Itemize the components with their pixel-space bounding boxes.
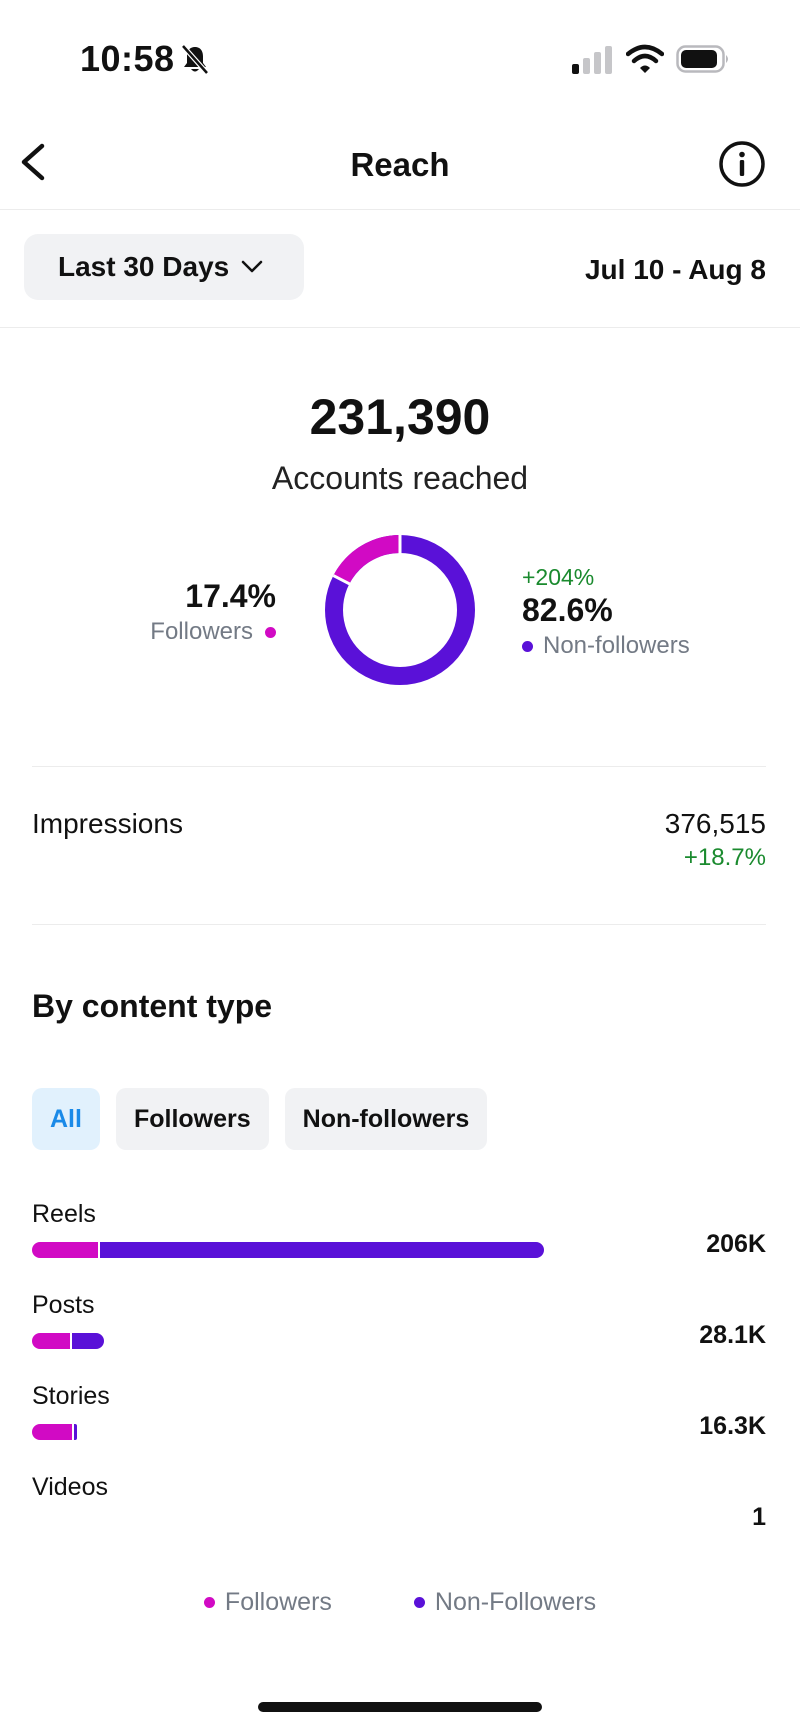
impressions-change: +18.7% bbox=[683, 844, 766, 871]
content-row-label: Stories bbox=[32, 1382, 110, 1410]
bar-segment-gap bbox=[98, 1242, 101, 1258]
home-indicator[interactable] bbox=[258, 1702, 542, 1712]
content-row-posts: Posts 28.1K bbox=[32, 1291, 766, 1371]
divider bbox=[32, 924, 766, 925]
non-followers-dot-icon bbox=[522, 640, 533, 652]
bar-followers-segment bbox=[32, 1333, 71, 1349]
filter-chip-followers[interactable]: Followers bbox=[115, 1088, 269, 1150]
content-row-stories: Stories 16.3K bbox=[32, 1382, 766, 1462]
bar-non-followers-segment bbox=[73, 1424, 77, 1440]
filter-chip-all[interactable]: All bbox=[32, 1088, 100, 1150]
non-followers-dot-icon bbox=[413, 1597, 425, 1608]
battery-icon bbox=[676, 45, 728, 73]
non-followers-label: Non-followers bbox=[522, 632, 690, 660]
legend-item-followers: Followers bbox=[203, 1588, 332, 1617]
content-type-filters: All Followers Non-followers bbox=[32, 1088, 488, 1150]
followers-donut-chart bbox=[325, 535, 475, 685]
chevron-down-icon bbox=[241, 260, 263, 273]
followers-dot-icon bbox=[203, 1597, 215, 1608]
followers-percentage: 17.4% bbox=[185, 578, 276, 614]
bar-non-followers-segment bbox=[72, 1333, 104, 1349]
content-row-label: Posts bbox=[32, 1291, 95, 1319]
followers-dot-icon bbox=[265, 626, 276, 638]
status-bar: 10:58 bbox=[0, 0, 800, 110]
impressions-value: 376,515 bbox=[664, 808, 766, 839]
bar-segment-gap bbox=[70, 1333, 73, 1349]
content-row-label: Reels bbox=[32, 1200, 96, 1228]
content-row-bar bbox=[32, 1242, 544, 1258]
accounts-reached-total: 231,390 bbox=[309, 389, 491, 445]
filter-chip-non-followers[interactable]: Non-followers bbox=[284, 1088, 488, 1150]
content-row-value: 16.3K bbox=[699, 1412, 766, 1440]
nav-header: Reach bbox=[0, 110, 800, 210]
date-range-label: Last 30 Days bbox=[58, 251, 230, 282]
content-row-label: Videos bbox=[32, 1473, 108, 1501]
bar-followers-segment bbox=[32, 1424, 72, 1440]
bar-segment-gap bbox=[71, 1424, 74, 1440]
content-type-title: By content type bbox=[32, 988, 273, 1024]
wifi-icon bbox=[626, 44, 664, 73]
legend-item-non-followers: Non-Followers bbox=[413, 1588, 597, 1617]
page-title: Reach bbox=[350, 146, 450, 183]
back-arrow-icon[interactable] bbox=[14, 140, 54, 184]
bell-muted-icon bbox=[181, 44, 209, 75]
cellular-signal-icon bbox=[572, 46, 612, 74]
content-row-value: 28.1K bbox=[699, 1321, 766, 1349]
non-followers-label-text: Non-followers bbox=[543, 632, 690, 659]
legend-followers-label: Followers bbox=[224, 1588, 332, 1616]
info-icon[interactable] bbox=[718, 140, 766, 188]
content-row-value: 206K bbox=[706, 1230, 766, 1258]
date-range-dropdown[interactable]: Last 30 Days bbox=[24, 234, 304, 300]
non-followers-change: +204% bbox=[522, 564, 595, 590]
content-type-legend: Followers Non-Followers bbox=[0, 1588, 800, 1617]
date-range-row: Last 30 Days Jul 10 - Aug 8 bbox=[0, 210, 800, 328]
impressions-label: Impressions bbox=[32, 808, 183, 839]
followers-label-text: Followers bbox=[150, 618, 253, 645]
date-range-text: Jul 10 - Aug 8 bbox=[584, 254, 766, 285]
status-time: 10:58 bbox=[80, 38, 175, 79]
legend-non-followers-label: Non-Followers bbox=[434, 1588, 597, 1616]
content-row-bar bbox=[32, 1424, 77, 1440]
bar-followers-segment bbox=[32, 1242, 99, 1258]
followers-label: Followers bbox=[150, 618, 276, 646]
content-row-bar bbox=[32, 1333, 104, 1349]
bar-non-followers-segment bbox=[100, 1242, 544, 1258]
non-followers-percentage: 82.6% bbox=[522, 592, 613, 628]
content-row-reels: Reels 206K bbox=[32, 1200, 766, 1280]
content-row-value: 1 bbox=[752, 1503, 766, 1531]
accounts-reached-label: Accounts reached bbox=[271, 460, 529, 496]
divider bbox=[32, 766, 766, 767]
content-row-videos: Videos 1 bbox=[32, 1473, 766, 1553]
